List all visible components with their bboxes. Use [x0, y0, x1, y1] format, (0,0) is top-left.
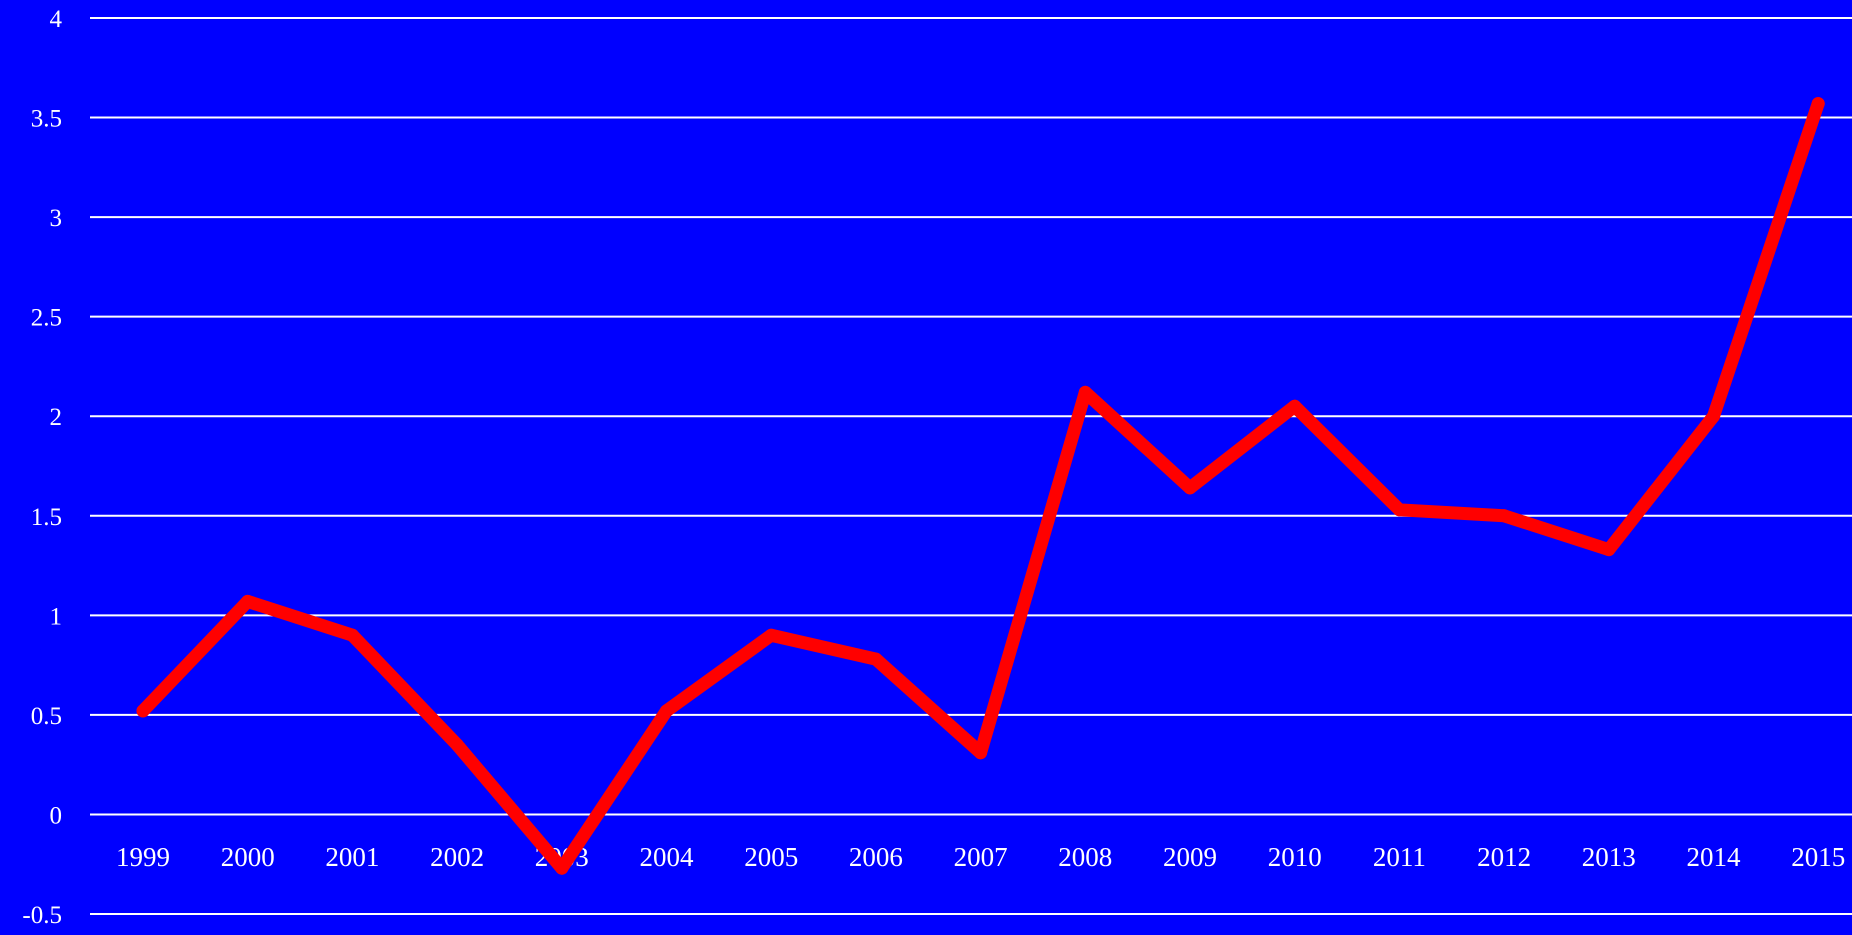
x-tick-label: 2001	[325, 842, 379, 872]
x-axis-tick-labels: 1999 2000 2001 2002 2003 2004 2005 2006 2007 2008…	[116, 842, 1845, 872]
y-tick-label: 3.5	[31, 106, 62, 133]
data-point	[1707, 409, 1720, 423]
x-tick-label: 2010	[1268, 842, 1322, 872]
x-tick-label: 1999	[116, 842, 170, 872]
y-tick-label: 3	[50, 205, 63, 232]
data-point	[136, 704, 150, 718]
data-point	[450, 738, 464, 752]
data-point	[764, 628, 778, 642]
x-tick-label: 2009	[1163, 842, 1217, 872]
x-tick-label: 2007	[954, 842, 1008, 872]
y-tick-label: 4	[50, 6, 63, 33]
y-tick-label: 1.5	[31, 504, 62, 531]
data-point	[1811, 97, 1825, 111]
y-tick-label: 2	[50, 404, 63, 431]
data-point	[974, 746, 988, 760]
x-tick-label: 2008	[1058, 842, 1112, 872]
data-point	[1078, 385, 1092, 399]
gridlines	[90, 17, 1852, 915]
data-point	[1497, 509, 1511, 523]
series-group	[136, 97, 1825, 875]
x-tick-label: 2013	[1582, 842, 1636, 872]
data-point	[241, 594, 255, 608]
x-tick-label: 2005	[744, 842, 798, 872]
x-tick-label: 2000	[221, 842, 275, 872]
data-point	[555, 861, 569, 875]
x-tick-label: 2002	[430, 842, 484, 872]
data-point	[660, 704, 673, 718]
x-tick-label: 2012	[1477, 842, 1531, 872]
y-tick-label: -0.5	[22, 902, 62, 929]
y-tick-label: 0.5	[31, 703, 62, 730]
data-point	[869, 652, 883, 666]
data-point	[1392, 503, 1406, 517]
y-tick-label: 2.5	[31, 305, 62, 332]
y-tick-label: 0	[50, 802, 63, 829]
x-tick-label: 2014	[1687, 842, 1742, 872]
data-point	[1183, 481, 1197, 495]
y-axis-tick-labels: -0.5 0 0.5 1 1.5 2 2.5 3 3.5 4	[22, 6, 62, 929]
x-tick-label: 2004	[640, 842, 695, 872]
data-point	[1602, 543, 1616, 557]
x-tick-label: 2015	[1791, 842, 1845, 872]
data-point	[345, 628, 359, 642]
data-point	[1288, 399, 1302, 413]
x-tick-label: 2006	[849, 842, 903, 872]
x-tick-label: 2011	[1373, 842, 1426, 872]
y-tick-label: 1	[50, 603, 63, 630]
